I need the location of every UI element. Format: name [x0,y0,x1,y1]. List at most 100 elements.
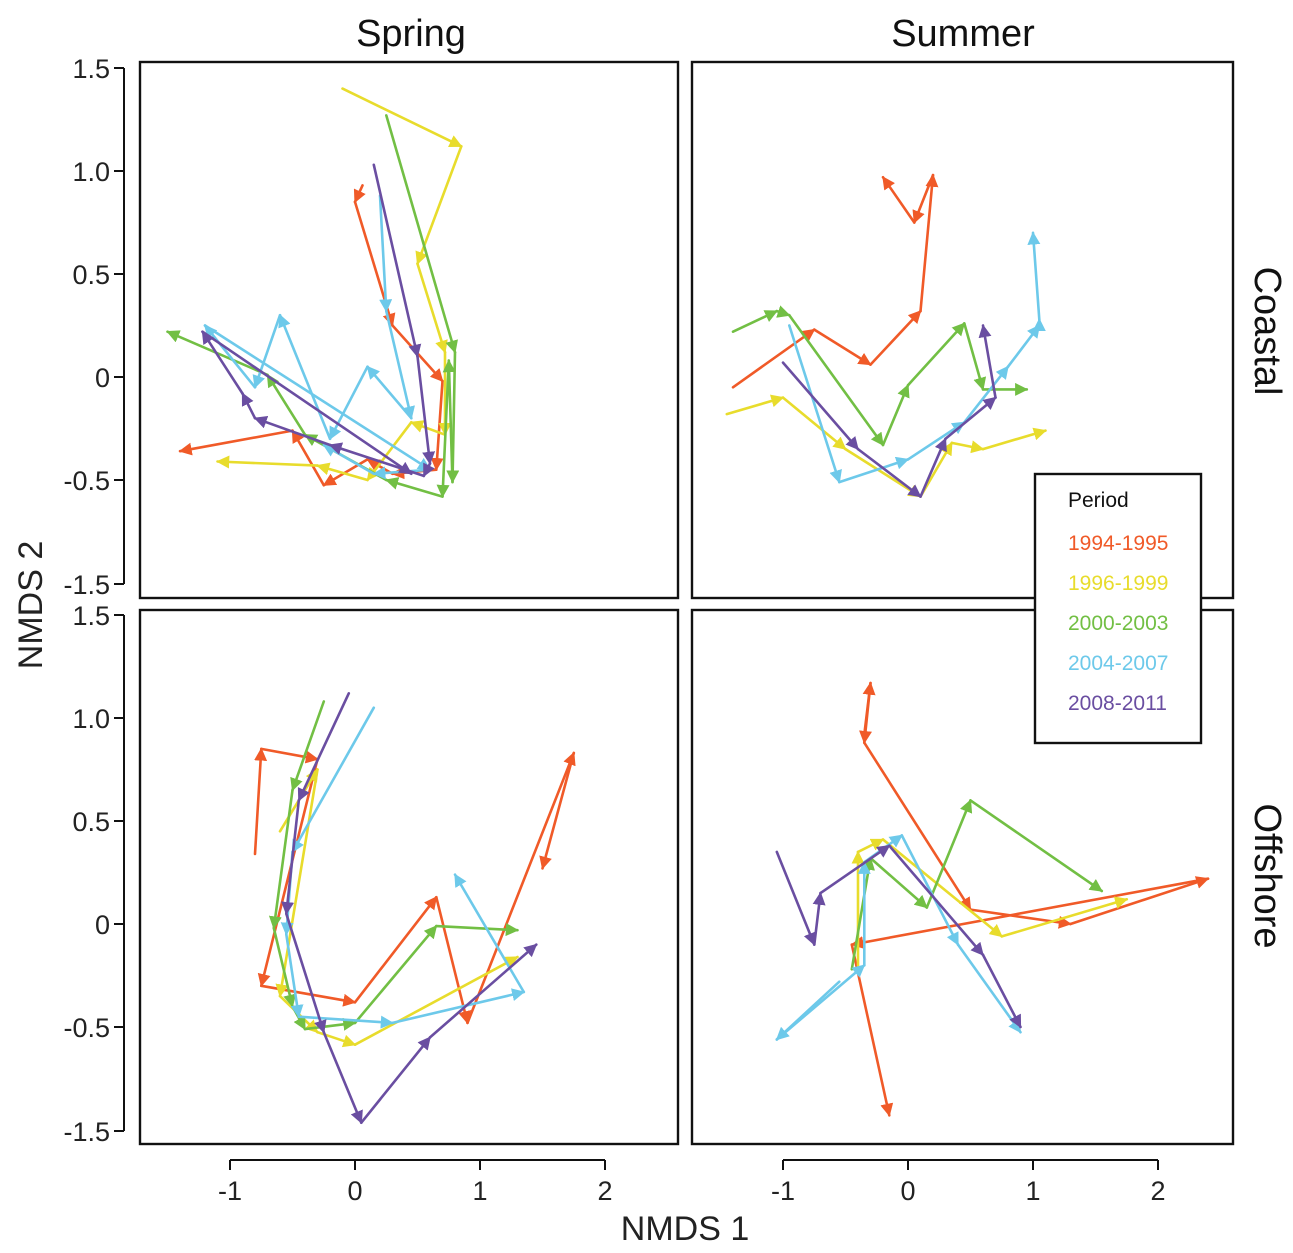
y-axis-title: NMDS 2 [12,541,50,669]
panel-frame-spring-coastal [138,60,680,600]
trajectory-arrow [781,396,847,451]
chart-labels: Spring Summer Coastal Offshore NMDS 1 NM… [12,13,1288,1248]
trajectory-arrow [378,194,393,313]
trajectory-arrow [284,932,304,1019]
trajectory-arrow [981,953,1022,1029]
trajectory-arrow [466,751,576,1025]
trajectory-arrow [216,455,319,469]
series-spring-offshore-2000-2003 [268,700,519,1031]
x-axis-title: NMDS 1 [621,1210,749,1248]
y-tick-label: 1.5 [72,601,110,631]
trajectory-arrow [428,943,538,1039]
trajectory-arrow [436,359,451,498]
trajectory-arrow [203,324,432,472]
trajectory-arrow [281,799,301,916]
series-summer-offshore-1994-1995 [850,681,1210,1117]
trajectory-arrow [434,923,519,937]
legend-item-2004-2007: 2004-2007 [1068,652,1168,675]
trajectory-arrow [272,926,297,1008]
trajectory-arrow [775,963,866,1041]
trajectory-arrow [391,988,526,1025]
trajectory-arrow [201,330,413,476]
trajectory-arrow [812,891,826,946]
trajectory-arrow [812,328,872,366]
trajectory-arrow [409,420,447,437]
trajectory-arrow [291,706,376,854]
strip-label-spring: Spring [356,13,466,55]
trajectory-arrow [303,1017,357,1031]
series-summer-coastal-2008-2011 [781,324,997,498]
trajectory-arrow [434,895,471,1025]
series-summer-coastal-2000-2003 [731,305,1029,447]
trajectory-arrow [906,322,966,387]
series-spring-coastal-2004-2007 [203,194,432,480]
panel-frames [138,60,1235,1146]
trajectory-arrow [178,429,294,456]
trajectory-arrow [950,440,985,454]
trajectory-arrow [978,324,997,399]
x-tick-label: 1 [472,1176,487,1206]
x-tick-label: 0 [900,1176,915,1206]
y-tick-label: -0.5 [63,466,110,496]
legend-items: 1994-1995 1996-1999 2000-2003 2004-2007 2008… [1068,532,1168,715]
trajectory-arrow [266,373,307,437]
trajectory-arrow [962,365,1010,424]
series-spring-offshore-1994-1995 [253,747,576,1025]
panel-marks-summer-coastal [725,173,1047,498]
trajectory-arrow [969,799,1104,893]
y-tick-label: 0 [95,363,110,393]
trajectory-arrow [781,361,860,451]
chart-marks [166,87,1210,1124]
trajectory-arrow [859,681,872,745]
trajectory-arrow [384,114,458,354]
trajectory-arrow [944,396,997,441]
trajectory-arrow [284,912,327,1034]
y-tick-label: 0 [95,910,110,940]
trajectory-arrow [353,924,438,1025]
trajectory-arrow [775,850,816,946]
series-summer-offshore-2008-2011 [775,844,1022,1029]
y-tick-label: -1.5 [63,570,110,600]
trajectory-arrow [1000,896,1129,938]
trajectory-arrow [259,747,319,764]
trajectory-arrow [291,429,326,487]
series-summer-offshore-2004-2007 [775,834,1022,1041]
panel-marks-summer-offshore [775,681,1210,1117]
x-tick-label: -1 [218,1176,242,1206]
series-spring-coastal-2008-2011 [201,163,436,478]
trajectory-arrow [416,262,448,354]
legend: Period 1994-1995 1996-1999 2000-2003 2004-2… [1033,472,1203,745]
trajectory-arrow [956,943,1022,1034]
trajectory-arrow [316,1030,357,1048]
trajectory-arrow [252,313,282,389]
trajectory-arrow [731,309,779,334]
trajectory-arrow [1027,231,1041,321]
trajectory-arrow [919,437,947,498]
axes: -1.5-0.500.51.01.5-1.5-0.500.51.01.5-1 0 1… [63,54,1165,1206]
legend-item-2000-2003: 2000-2003 [1068,612,1168,635]
legend-item-1996-1999: 1996-1999 [1068,572,1168,595]
trajectory-arrow [359,1036,432,1124]
trajectory-arrow [268,788,294,930]
trajectory-arrow [887,844,985,957]
trajectory-arrow [253,747,268,856]
trajectory-arrow [881,175,916,224]
trajectory-arrow [384,309,415,420]
trajectory-arrow [869,309,922,366]
trajectory-arrow [316,462,369,482]
trajectory-arrow [787,324,842,484]
trajectory-arrow [1069,876,1210,926]
trajectory-arrow [787,313,885,447]
strip-label-offshore: Offshore [1246,803,1288,948]
trajectory-arrow [353,955,519,1046]
trajectory-arrow [372,163,422,358]
trajectory-arrow [539,751,576,870]
series-spring-coastal-2000-2003 [166,114,460,498]
trajectory-arrow [422,462,435,478]
x-tick-label: 1 [1025,1176,1040,1206]
trajectory-arrow [912,173,935,224]
trajectory-arrow [881,838,1004,938]
x-tick-label: 2 [597,1176,612,1206]
trajectory-arrow [353,895,438,1004]
trajectory-arrow [201,330,244,395]
